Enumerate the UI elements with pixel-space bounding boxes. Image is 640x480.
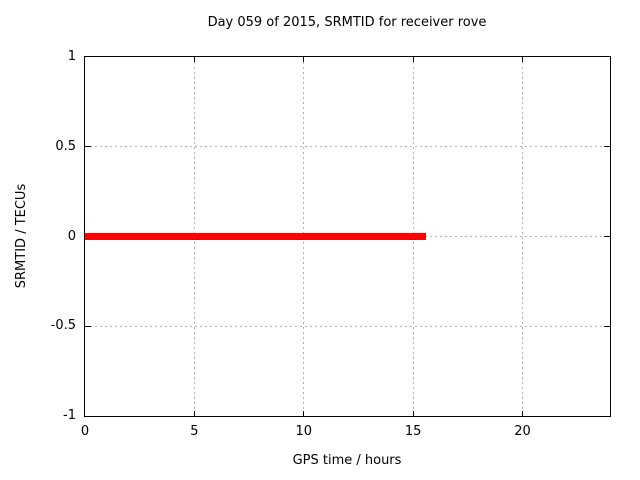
y-gridline	[85, 146, 610, 148]
y-tick-mark	[604, 236, 610, 237]
y-tick-label: -0.5	[50, 318, 76, 334]
x-tick-label: 15	[404, 424, 422, 439]
x-tick-mark	[193, 411, 195, 416]
data-series-srmtid	[85, 233, 427, 240]
x-tick-label: 5	[190, 424, 199, 439]
x-tick-mark	[303, 411, 305, 416]
y-tick-label: 1	[67, 49, 76, 64]
y-tick-label: 0.5	[55, 138, 76, 154]
y-tick-mark	[604, 325, 610, 327]
x-tick-label: 10	[295, 424, 313, 439]
x-tick-mark	[522, 411, 523, 416]
x-tick-label: 0	[80, 424, 90, 439]
x-axis-label: GPS time / hours	[292, 453, 402, 468]
y-tick-mark	[85, 325, 91, 327]
y-gridline	[85, 325, 610, 327]
x-tick-label: 20	[514, 424, 531, 439]
y-tick-label: -1	[63, 408, 76, 423]
y-tick-label: 0	[67, 228, 76, 244]
x-tick-mark	[522, 57, 523, 62]
x-tick-mark	[412, 57, 414, 62]
y-tick-mark	[604, 146, 610, 148]
x-tick-mark	[193, 57, 195, 62]
chart-title: Day 059 of 2015, SRMTID for receiver rov…	[207, 15, 487, 30]
y-tick-mark	[85, 146, 91, 148]
x-tick-mark	[303, 57, 305, 62]
plot-area	[84, 56, 611, 417]
x-tick-mark	[412, 411, 414, 416]
